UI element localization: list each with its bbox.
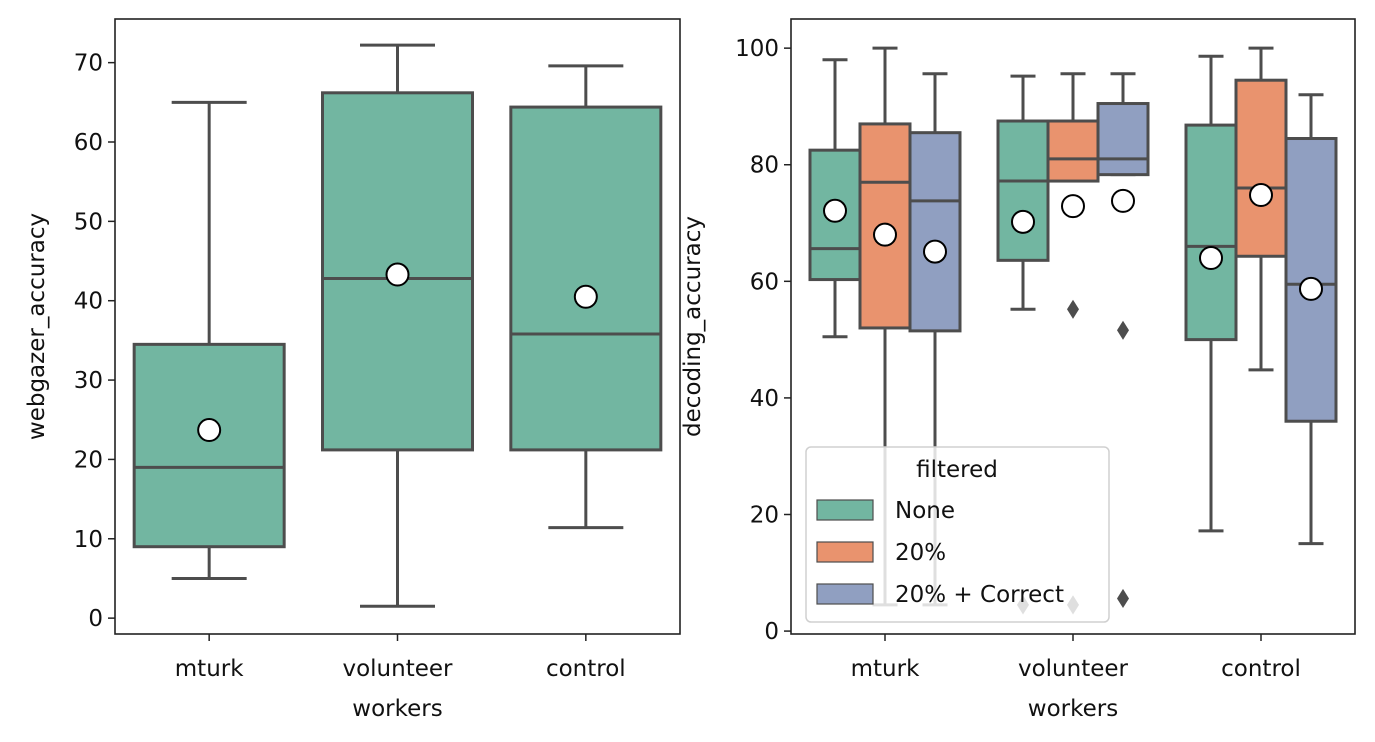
box-iqr [1184, 123, 1238, 342]
y-tick-label: 20 [74, 447, 103, 473]
y-tick-label: 30 [74, 368, 103, 394]
chart-panel-1: 0 10 20 30 40 50 60 70 mturk volunteer control work… [24, 18, 681, 722]
x-axis-label: workers [352, 696, 442, 722]
mean-marker [1249, 183, 1273, 208]
legend-swatch [816, 499, 874, 521]
legend-label: None [895, 498, 955, 524]
y-tick-label: 40 [750, 386, 779, 412]
box-control-20Correct [1284, 93, 1338, 546]
box-volunteer [321, 43, 474, 608]
box-volunteer-None [996, 74, 1050, 615]
y-tick-label: 10 [74, 527, 103, 553]
mean-marker [1299, 276, 1323, 301]
x-tick-label-mturk: mturk [851, 656, 920, 682]
y-axis-label: decoding_accuracy [680, 216, 706, 437]
y-tick-label: 60 [74, 130, 103, 156]
outlier-point [1067, 299, 1079, 319]
y-tick-label: 50 [74, 209, 103, 235]
mean-marker [823, 198, 847, 223]
chart-panel-2: 0 20 40 60 80 100 mturk volunteer control workers… [680, 18, 1356, 722]
legend-title: filtered [916, 457, 998, 483]
box-iqr [132, 342, 286, 549]
y-tick-label: 80 [750, 153, 779, 179]
box-control [509, 64, 663, 530]
mean-marker [1199, 246, 1223, 271]
x-tick-label-mturk: mturk [175, 656, 244, 682]
box-volunteer-20 [1046, 72, 1100, 615]
legend: filtered None 20% 20% + Correct [805, 446, 1110, 623]
y-tick-label: 100 [735, 36, 779, 62]
mean-marker [1111, 188, 1135, 213]
legend-label: 20% [895, 540, 946, 566]
y-axis-label: webgazer_accuracy [24, 213, 50, 440]
x-tick-label-volunteer: volunteer [342, 656, 453, 682]
x-tick-label-control: control [546, 656, 626, 682]
mean-marker [385, 262, 410, 287]
box-mturk-None [808, 58, 862, 339]
plot-frame [790, 18, 1356, 635]
box-iqr [509, 105, 663, 452]
box-mturk [132, 100, 286, 580]
mean-marker [923, 239, 947, 264]
x-axis-label: workers [1028, 696, 1118, 722]
box-iqr [996, 119, 1050, 262]
box-iqr [1046, 119, 1100, 183]
box-iqr [908, 131, 962, 333]
legend-swatch [816, 541, 874, 563]
box-volunteer-20Correct [1096, 72, 1150, 609]
y-tick-label: 40 [74, 289, 103, 315]
box-iqr [1096, 102, 1150, 177]
x-tick-label-volunteer: volunteer [1018, 656, 1129, 682]
plot-frame [114, 18, 681, 635]
mean-marker [573, 284, 598, 309]
y-tick-label: 0 [764, 619, 779, 645]
outlier-point [1117, 588, 1129, 609]
legend-swatch [816, 583, 874, 605]
y-tick-label: 20 [750, 502, 779, 528]
box-control-None [1184, 54, 1238, 533]
y-tick-label: 70 [74, 51, 103, 77]
outlier-point [1117, 320, 1129, 340]
y-tick-label: 0 [88, 606, 103, 632]
y-tick-label: 60 [750, 269, 779, 295]
mean-marker [1011, 209, 1035, 234]
mean-marker [1061, 194, 1085, 219]
legend-box [805, 446, 1110, 623]
box-iqr [1234, 78, 1288, 258]
mean-marker [873, 222, 897, 247]
box-control-20 [1234, 46, 1288, 372]
x-tick-label-control: control [1221, 656, 1301, 682]
mean-marker [197, 418, 222, 443]
legend-label: 20% + Correct [895, 582, 1064, 608]
